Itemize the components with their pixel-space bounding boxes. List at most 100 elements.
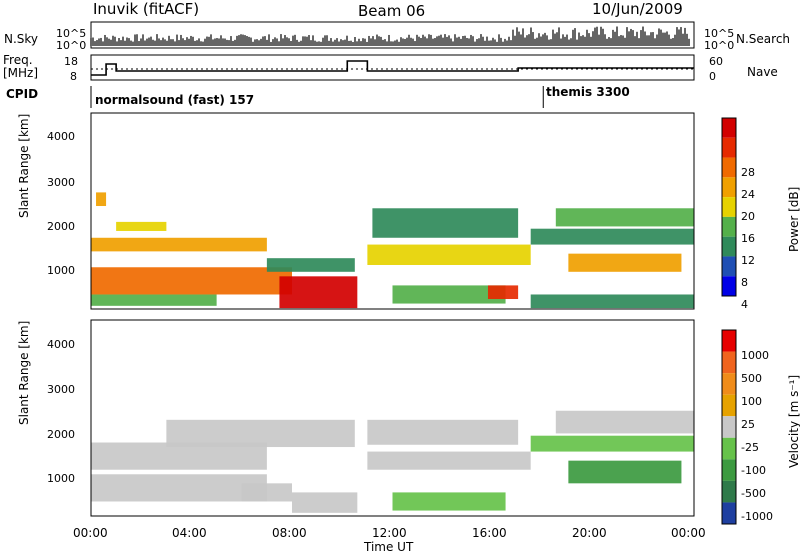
power-ytick-4000: 4000 [47, 130, 75, 143]
xtick-1600: 16:00 [472, 526, 507, 540]
velocity-region [91, 474, 267, 502]
power-region [568, 253, 682, 272]
power-region [372, 208, 519, 238]
power-region [266, 258, 355, 272]
power-region [116, 221, 167, 231]
power-region [91, 237, 267, 252]
power-region [279, 276, 358, 309]
nsky-label: N.Sky [4, 32, 39, 46]
velocity-region [367, 451, 531, 470]
power-region [487, 285, 519, 300]
power-ytick-2000: 2000 [47, 220, 75, 233]
velocity-region [241, 483, 292, 502]
freq-trace [91, 60, 694, 76]
power-colorbar-swatch [722, 216, 736, 237]
power-region [96, 192, 107, 207]
cpid-segment-2: themis 3300 [546, 85, 630, 99]
velocity-cbar-tick-m100: -100 [741, 464, 766, 477]
power-region [367, 244, 531, 265]
velocity-region [530, 435, 694, 452]
freq-tick-right-top: 60 [709, 55, 723, 68]
power-region [530, 294, 694, 309]
velocity-cbar-tick-m500: -500 [741, 487, 766, 500]
noise-tick-left-top: 10^5 [56, 27, 87, 40]
velocity-ylabel: Slant Range [km] [17, 320, 31, 425]
power-region [91, 267, 292, 295]
xtick-0800: 08:00 [272, 526, 307, 540]
power-colorbar-swatch [722, 236, 736, 257]
power-colorbar-swatch [722, 276, 736, 296]
xaxis-label: Time UT [364, 540, 414, 554]
power-cbar-tick-12: 12 [741, 254, 755, 267]
velocity-cbar-tick-100: 100 [741, 395, 762, 408]
velocity-ytick-3000: 3000 [47, 383, 75, 396]
velocity-colorbar-swatch [722, 351, 736, 374]
freq-panel-frame [90, 54, 695, 81]
power-region [555, 208, 694, 227]
nsearch-label: N.Search [736, 32, 791, 46]
power-colorbar-frame [721, 117, 737, 297]
power-cbar-label: Power [dB] [787, 186, 800, 252]
power-colorbar-swatch [722, 157, 736, 178]
noise-tick-right-top: 10^5 [704, 27, 735, 40]
cpid-label: CPID [6, 87, 39, 101]
velocity-cbar-tick-500: 500 [741, 372, 762, 385]
velocity-colorbar-swatch [722, 459, 736, 481]
power-colorbar-swatch [722, 256, 736, 277]
velocity-cbar-tick-m25: -25 [741, 441, 759, 454]
noise-tick-left-bottom: 10^0 [56, 39, 87, 52]
power-colorbar-swatch [722, 118, 736, 138]
velocity-region [166, 419, 355, 448]
velocity-panel-frame [90, 319, 695, 517]
power-cbar-tick-24: 24 [741, 188, 755, 201]
power-ytick-1000: 1000 [47, 264, 75, 277]
power-cbar-tick-16: 16 [741, 232, 755, 245]
power-colorbar-swatch [722, 177, 736, 198]
power-colorbar-swatch [722, 137, 736, 158]
power-region [530, 228, 694, 245]
date-title: 10/Jun/2009 [592, 0, 683, 18]
velocity-colorbar-swatch [722, 480, 736, 503]
noise-tick-right-bottom: 10^0 [704, 39, 735, 52]
velocity-region [392, 492, 506, 511]
noise-panel-frame [90, 21, 695, 49]
velocity-cbar-tick-m1000: -1000 [741, 510, 773, 523]
freq-tick-left-bottom: 8 [70, 70, 77, 83]
power-ytick-3000: 3000 [47, 176, 75, 189]
velocity-cbar-tick-1000: 1000 [741, 349, 769, 362]
velocity-cbar-tick-25: 25 [741, 418, 755, 431]
velocity-cbar-label: Velocity [m s⁻¹] [787, 374, 800, 468]
nave-label: Nave [747, 65, 778, 79]
power-region [91, 294, 217, 306]
power-cbar-tick-28: 28 [741, 166, 755, 179]
power-region [392, 285, 506, 304]
xtick-1200: 12:00 [372, 526, 407, 540]
xtick-0400: 04:00 [172, 526, 207, 540]
cpid-segment-1: normalsound (fast) 157 [95, 93, 255, 107]
power-cbar-tick-8: 8 [741, 276, 748, 289]
velocity-region [367, 419, 519, 445]
velocity-region [555, 410, 694, 434]
xtick-2000: 20:00 [572, 526, 607, 540]
freq-label: Freq. [3, 53, 33, 67]
freq-tick-left-top: 18 [64, 55, 78, 68]
velocity-colorbar-swatch [722, 416, 736, 438]
freq-tick-right-bottom: 0 [709, 70, 716, 83]
velocity-colorbar-swatch [722, 373, 736, 395]
velocity-region [568, 460, 682, 484]
power-colorbar-swatch [722, 197, 736, 217]
velocity-colorbar-swatch [722, 394, 736, 417]
power-cbar-tick-4: 4 [741, 298, 748, 311]
power-ylabel: Slant Range [km] [17, 113, 31, 218]
xtick-0000-end: 00:00 [671, 526, 706, 540]
power-cbar-tick-20: 20 [741, 210, 755, 223]
velocity-colorbar-swatch [722, 330, 736, 352]
velocity-colorbar-frame [721, 329, 737, 525]
power-panel-frame [90, 112, 695, 310]
velocity-ytick-4000: 4000 [47, 338, 75, 351]
velocity-colorbar-swatch [722, 437, 736, 460]
velocity-ytick-1000: 1000 [47, 472, 75, 485]
velocity-ytick-2000: 2000 [47, 428, 75, 441]
beam-title: Beam 06 [358, 2, 426, 20]
